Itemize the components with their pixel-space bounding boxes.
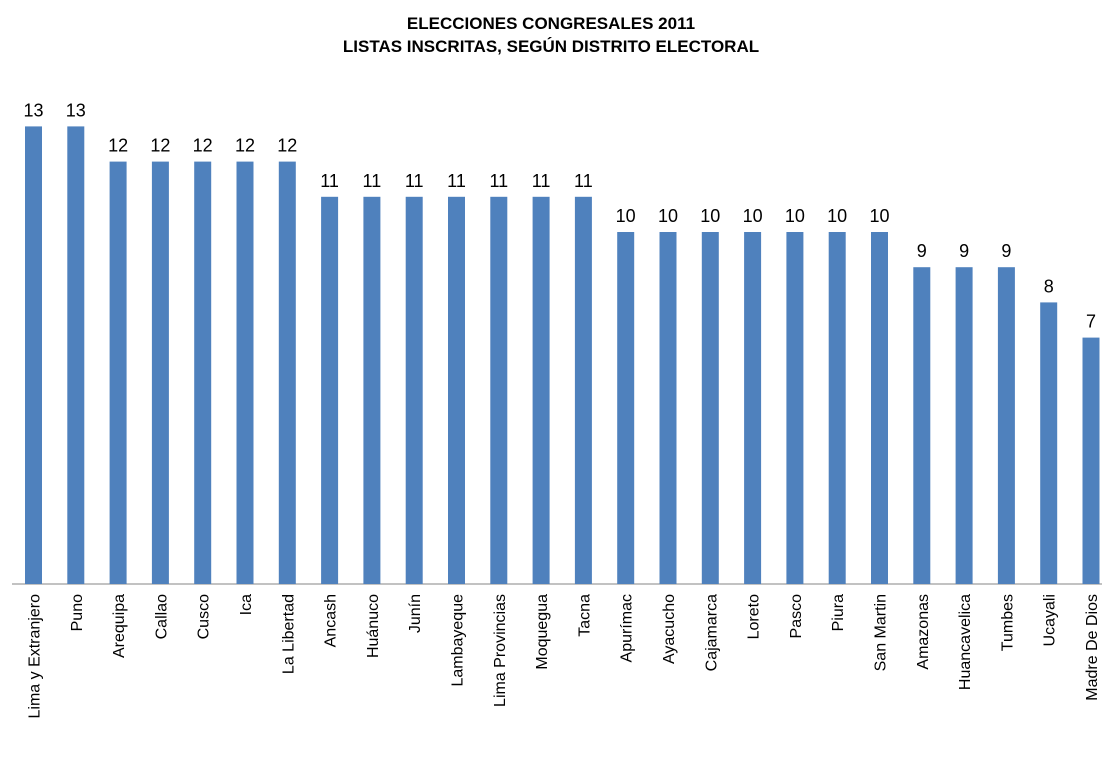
- bar-amazonas: [913, 267, 931, 584]
- value-label-moquegua: 11: [532, 171, 551, 191]
- bar-lima-y-extranjero: [25, 126, 42, 585]
- category-label-ayacucho: Ayacucho: [661, 594, 678, 664]
- chart-title-block: ELECCIONES CONGRESALES 2011 LISTAS INSCR…: [0, 12, 1102, 58]
- bar-junin: [405, 196, 423, 585]
- value-label-puno: 13: [66, 100, 86, 120]
- value-label-huancavelica: 9: [959, 241, 969, 261]
- value-label-apurimac: 10: [616, 206, 636, 226]
- value-label-loreto: 10: [743, 206, 763, 226]
- category-label-ica: Ica: [238, 594, 255, 615]
- category-label-moquegua: Moquegua: [534, 594, 551, 670]
- category-label-pasco: Pasco: [788, 594, 805, 639]
- category-label-lambayeque: Lambayeque: [450, 594, 467, 687]
- bar-la-libertad: [278, 161, 296, 584]
- category-label-junin: Junín: [407, 594, 424, 633]
- category-labels: Lima y Extranjero Puno Arequipa Callao Cusco…: [27, 594, 1102, 719]
- bars: [25, 126, 1100, 585]
- value-label-pasco: 10: [785, 206, 805, 226]
- bar-ayacucho: [659, 232, 677, 584]
- value-label-lima-provincias: 11: [489, 171, 508, 191]
- bar-lima-provincias: [490, 196, 508, 585]
- bar-ucayali: [1040, 302, 1058, 584]
- category-label-ancash: Ancash: [323, 594, 340, 647]
- value-label-madre-de-dios: 7: [1086, 312, 1096, 332]
- value-labels: 13 13 12 12 12 12 12 11 11 11 11 11 11 11 10 10 10 10 10 10…: [23, 100, 1096, 331]
- value-label-ucayali: 8: [1044, 276, 1054, 296]
- bar-piura: [828, 232, 846, 584]
- bar-ancash: [321, 196, 339, 585]
- category-label-lima-provincias: Lima Provincias: [492, 594, 509, 707]
- value-label-junin: 11: [405, 171, 424, 191]
- bar-huanuco: [363, 196, 381, 585]
- bar-arequipa: [109, 161, 127, 584]
- value-label-piura: 10: [827, 206, 847, 226]
- value-label-lambayeque: 11: [447, 171, 466, 191]
- bar-san-martin: [871, 232, 888, 584]
- bar-cusco: [194, 161, 212, 584]
- value-label-cajamarca: 10: [700, 206, 720, 226]
- value-label-tacna: 11: [574, 171, 593, 191]
- value-label-arequipa: 12: [108, 136, 128, 156]
- bar-callao: [151, 161, 169, 584]
- category-label-la-libertad: La Libertad: [280, 594, 297, 674]
- category-label-amazonas: Amazonas: [915, 594, 932, 670]
- bar-tacna: [574, 196, 592, 585]
- category-label-ucayali: Ucayali: [1042, 594, 1059, 646]
- value-label-ica: 12: [235, 136, 255, 156]
- category-label-tacna: Tacna: [576, 594, 593, 637]
- value-label-ayacucho: 10: [658, 206, 678, 226]
- value-label-tumbes: 9: [1001, 241, 1011, 261]
- category-label-lima-y-extranjero: Lima y Extranjero: [27, 594, 44, 719]
- bar-cajamarca: [701, 232, 719, 584]
- value-label-callao: 12: [150, 136, 170, 156]
- value-label-cusco: 12: [193, 136, 213, 156]
- chart-subtitle: LISTAS INSCRITAS, SEGÚN DISTRITO ELECTOR…: [342, 37, 760, 56]
- bar-moquegua: [532, 196, 550, 585]
- category-label-san-martin: San Martin: [873, 594, 890, 671]
- bar-madre-de-dios: [1082, 337, 1100, 584]
- bar-huancavelica: [955, 267, 973, 584]
- category-label-huanuco: Huánuco: [365, 594, 382, 658]
- chart-title: ELECCIONES CONGRESALES 2011: [406, 14, 696, 33]
- category-label-cajamarca: Cajamarca: [703, 594, 720, 671]
- bar-apurimac: [617, 232, 635, 584]
- value-label-amazonas: 9: [917, 241, 927, 261]
- bar-tumbes: [997, 267, 1015, 584]
- category-label-callao: Callao: [153, 594, 170, 639]
- bar-puno: [67, 126, 85, 585]
- category-label-piura: Piura: [830, 594, 847, 631]
- value-label-san-martin: 10: [869, 206, 889, 226]
- category-label-puno: Puno: [69, 594, 86, 631]
- category-label-apurimac: Apurímac: [619, 594, 636, 662]
- category-label-loreto: Loreto: [746, 594, 763, 639]
- category-label-huancavelica: Huancavelica: [957, 594, 974, 690]
- bar-lambayeque: [448, 196, 465, 585]
- bar-loreto: [744, 232, 762, 584]
- value-label-huanuco: 11: [363, 171, 382, 191]
- value-label-ancash: 11: [320, 171, 339, 191]
- category-label-cusco: Cusco: [196, 594, 213, 639]
- category-label-tumbes: Tumbes: [999, 594, 1016, 651]
- category-label-arequipa: Arequipa: [111, 594, 128, 658]
- bar-ica: [236, 161, 254, 584]
- bar-pasco: [786, 232, 804, 584]
- value-label-la-libertad: 12: [277, 136, 297, 156]
- value-label-lima-y-extranjero: 13: [23, 100, 43, 120]
- category-label-madre-de-dios: Madre De Dios: [1084, 594, 1101, 701]
